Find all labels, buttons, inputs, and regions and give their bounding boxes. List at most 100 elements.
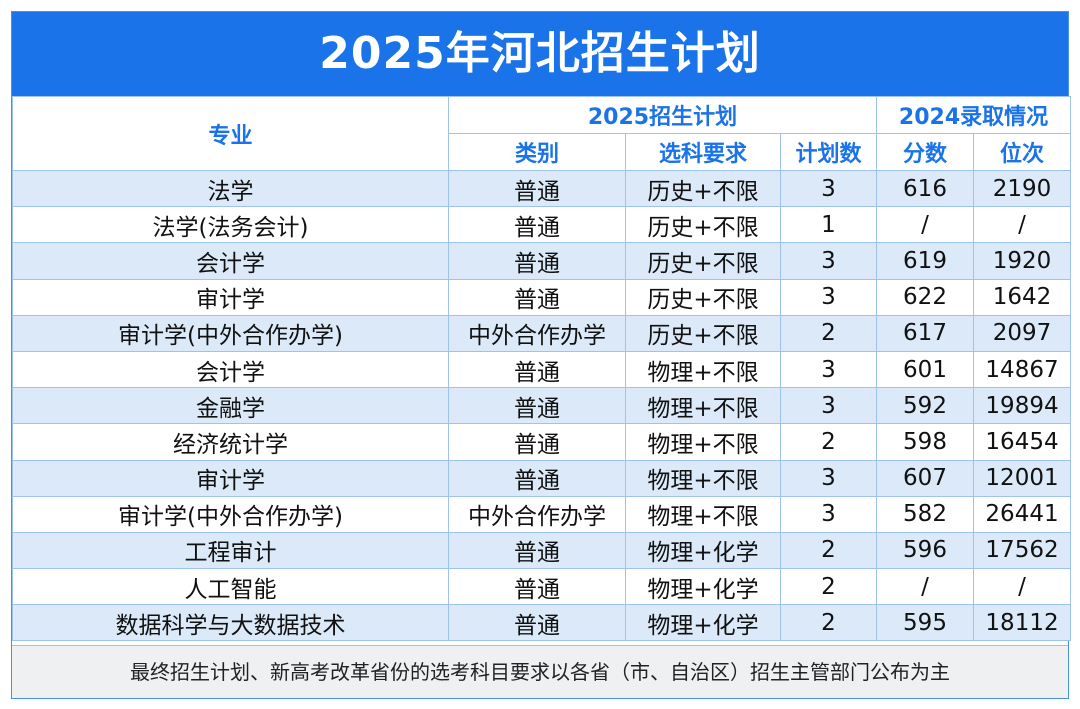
table-row: 金融学 普通 物理+不限 3 592 19894 [12,387,1072,425]
cell-category: 普通 [448,387,626,425]
table-row: 审计学(中外合作办学) 中外合作办学 历史+不限 2 617 2097 [12,314,1072,352]
cell-subjects: 物理+不限 [625,350,781,389]
cell-plan-count: 3 [780,169,877,208]
cell-plan-count: 2 [780,568,877,606]
cell-category: 中外合作办学 [448,314,626,352]
cell-category: 中外合作办学 [448,495,626,533]
footer-note: 最终招生计划、新高考改革省份的选考科目要求以各省（市、自治区）招生主管部门公布为… [12,645,1068,698]
table-row: 人工智能 普通 物理+化学 2// [12,568,1072,606]
table-row: 法学(法务会计) 普通 历史+不限 1// [12,206,1072,244]
header-plan-group: 2025招生计划 [448,96,877,134]
cell-score: 619 [876,242,974,280]
cell-major: 法学 [12,169,449,208]
cell-plan-count: 3 [780,387,877,425]
cell-major: 数据科学与大数据技术 [12,604,449,642]
cell-subjects: 历史+不限 [625,242,781,280]
header-plan-count: 计划数 [780,133,877,171]
cell-category: 普通 [448,169,626,208]
cell-plan-count: 3 [780,278,877,316]
page-title: 2025年河北招生计划 [12,12,1068,96]
table-row: 审计学 普通 历史+不限 3 622 1642 [12,278,1072,316]
cell-major: 会计学 [12,242,449,280]
cell-subjects: 物理+化学 [625,568,781,606]
cell-category: 普通 [448,459,626,497]
table-row: 数据科学与大数据技术 普通 物理+化学 2 595 18112 [12,604,1072,642]
table-row: 法学 普通 历史+不限 3 616 2190 [12,169,1072,208]
header-row-group: 专业 2025招生计划 2024录取情况 [12,96,1072,171]
table-row: 审计学 普通 物理+不限 3 607 12001 [12,459,1072,497]
cell-score: 622 [876,278,974,316]
cell-plan-count: 2 [780,314,877,352]
cell-major: 人工智能 [12,568,449,606]
cell-score: 607 [876,459,974,497]
cell-subjects: 历史+不限 [625,206,781,244]
cell-category: 普通 [448,350,626,389]
cell-major: 工程审计 [12,531,449,570]
cell-score: 617 [876,314,974,352]
cell-major: 经济统计学 [12,423,449,461]
cell-rank: / [972,206,1072,244]
cell-subjects: 物理+化学 [625,531,781,570]
cell-subjects: 物理+不限 [625,459,781,497]
cell-plan-count: 3 [780,495,877,533]
header-major: 专业 [12,96,449,171]
cell-subjects: 历史+不限 [625,314,781,352]
cell-score: 595 [876,604,974,642]
cell-score: / [876,568,974,606]
cell-plan-count: 3 [780,350,877,389]
cell-score: / [876,206,974,244]
cell-score: 598 [876,423,974,461]
cell-plan-count: 2 [780,604,877,642]
table-row: 经济统计学 普通 物理+不限 2 598 16454 [12,423,1072,461]
header-row-columns: 类别 选科要求 计划数 分数 位次 [13,133,1072,171]
cell-major: 金融学 [12,387,449,425]
cell-category: 普通 [448,531,626,570]
cell-subjects: 物理+化学 [625,604,781,642]
header-admit-group: 2024录取情况 [875,96,1072,134]
header-subjects: 选科要求 [625,133,781,171]
cell-category: 普通 [448,206,626,244]
cell-rank: / [972,568,1072,606]
cell-category: 普通 [448,604,626,642]
cell-rank: 2190 [972,169,1072,208]
cell-subjects: 物理+不限 [625,423,781,461]
cell-rank: 17562 [972,531,1072,570]
header-score: 分数 [876,133,974,171]
cell-score: 582 [876,495,974,533]
cell-subjects: 物理+不限 [625,495,781,533]
cell-major: 审计学 [12,278,449,316]
table-row: 审计学(中外合作办学) 中外合作办学 物理+不限 3 582 26441 [12,495,1072,533]
cell-category: 普通 [448,568,626,606]
cell-score: 592 [876,387,974,425]
cell-major: 审计学 [12,459,449,497]
cell-major: 法学(法务会计) [12,206,449,244]
cell-rank: 1642 [972,278,1072,316]
cell-plan-count: 3 [780,459,877,497]
cell-score: 596 [876,531,974,570]
cell-rank: 2097 [972,314,1072,352]
cell-rank: 26441 [972,495,1072,533]
cell-plan-count: 3 [780,242,877,280]
cell-score: 616 [876,169,974,208]
cell-subjects: 历史+不限 [625,169,781,208]
cell-plan-count: 1 [780,206,877,244]
cell-subjects: 物理+不限 [625,387,781,425]
cell-major: 审计学(中外合作办学) [12,495,449,533]
cell-major: 会计学 [12,350,449,389]
table-row: 会计学 普通 物理+不限 3 601 14867 [12,350,1072,389]
table-row: 会计学 普通 历史+不限 3 619 1920 [12,242,1072,280]
cell-category: 普通 [448,278,626,316]
cell-category: 普通 [448,242,626,280]
table-body: 法学 普通 历史+不限 3 616 2190 法学(法务会计) 普通 历史+不限 1// 会计学 普通… [12,169,1072,642]
cell-rank: 19894 [972,387,1072,425]
admission-plan-table-card: 2025年河北招生计划 专业 2025招生计划 2024录取情况 类别 选科要求… [11,11,1072,699]
cell-subjects: 历史+不限 [625,278,781,316]
cell-rank: 1920 [972,242,1072,280]
cell-plan-count: 2 [780,531,877,570]
cell-score: 601 [876,350,974,389]
cell-category: 普通 [448,423,626,461]
cell-rank: 18112 [972,604,1072,642]
cell-plan-count: 2 [780,423,877,461]
cell-rank: 14867 [972,350,1072,389]
table-row: 工程审计 普通 物理+化学 2 596 17562 [12,531,1072,570]
